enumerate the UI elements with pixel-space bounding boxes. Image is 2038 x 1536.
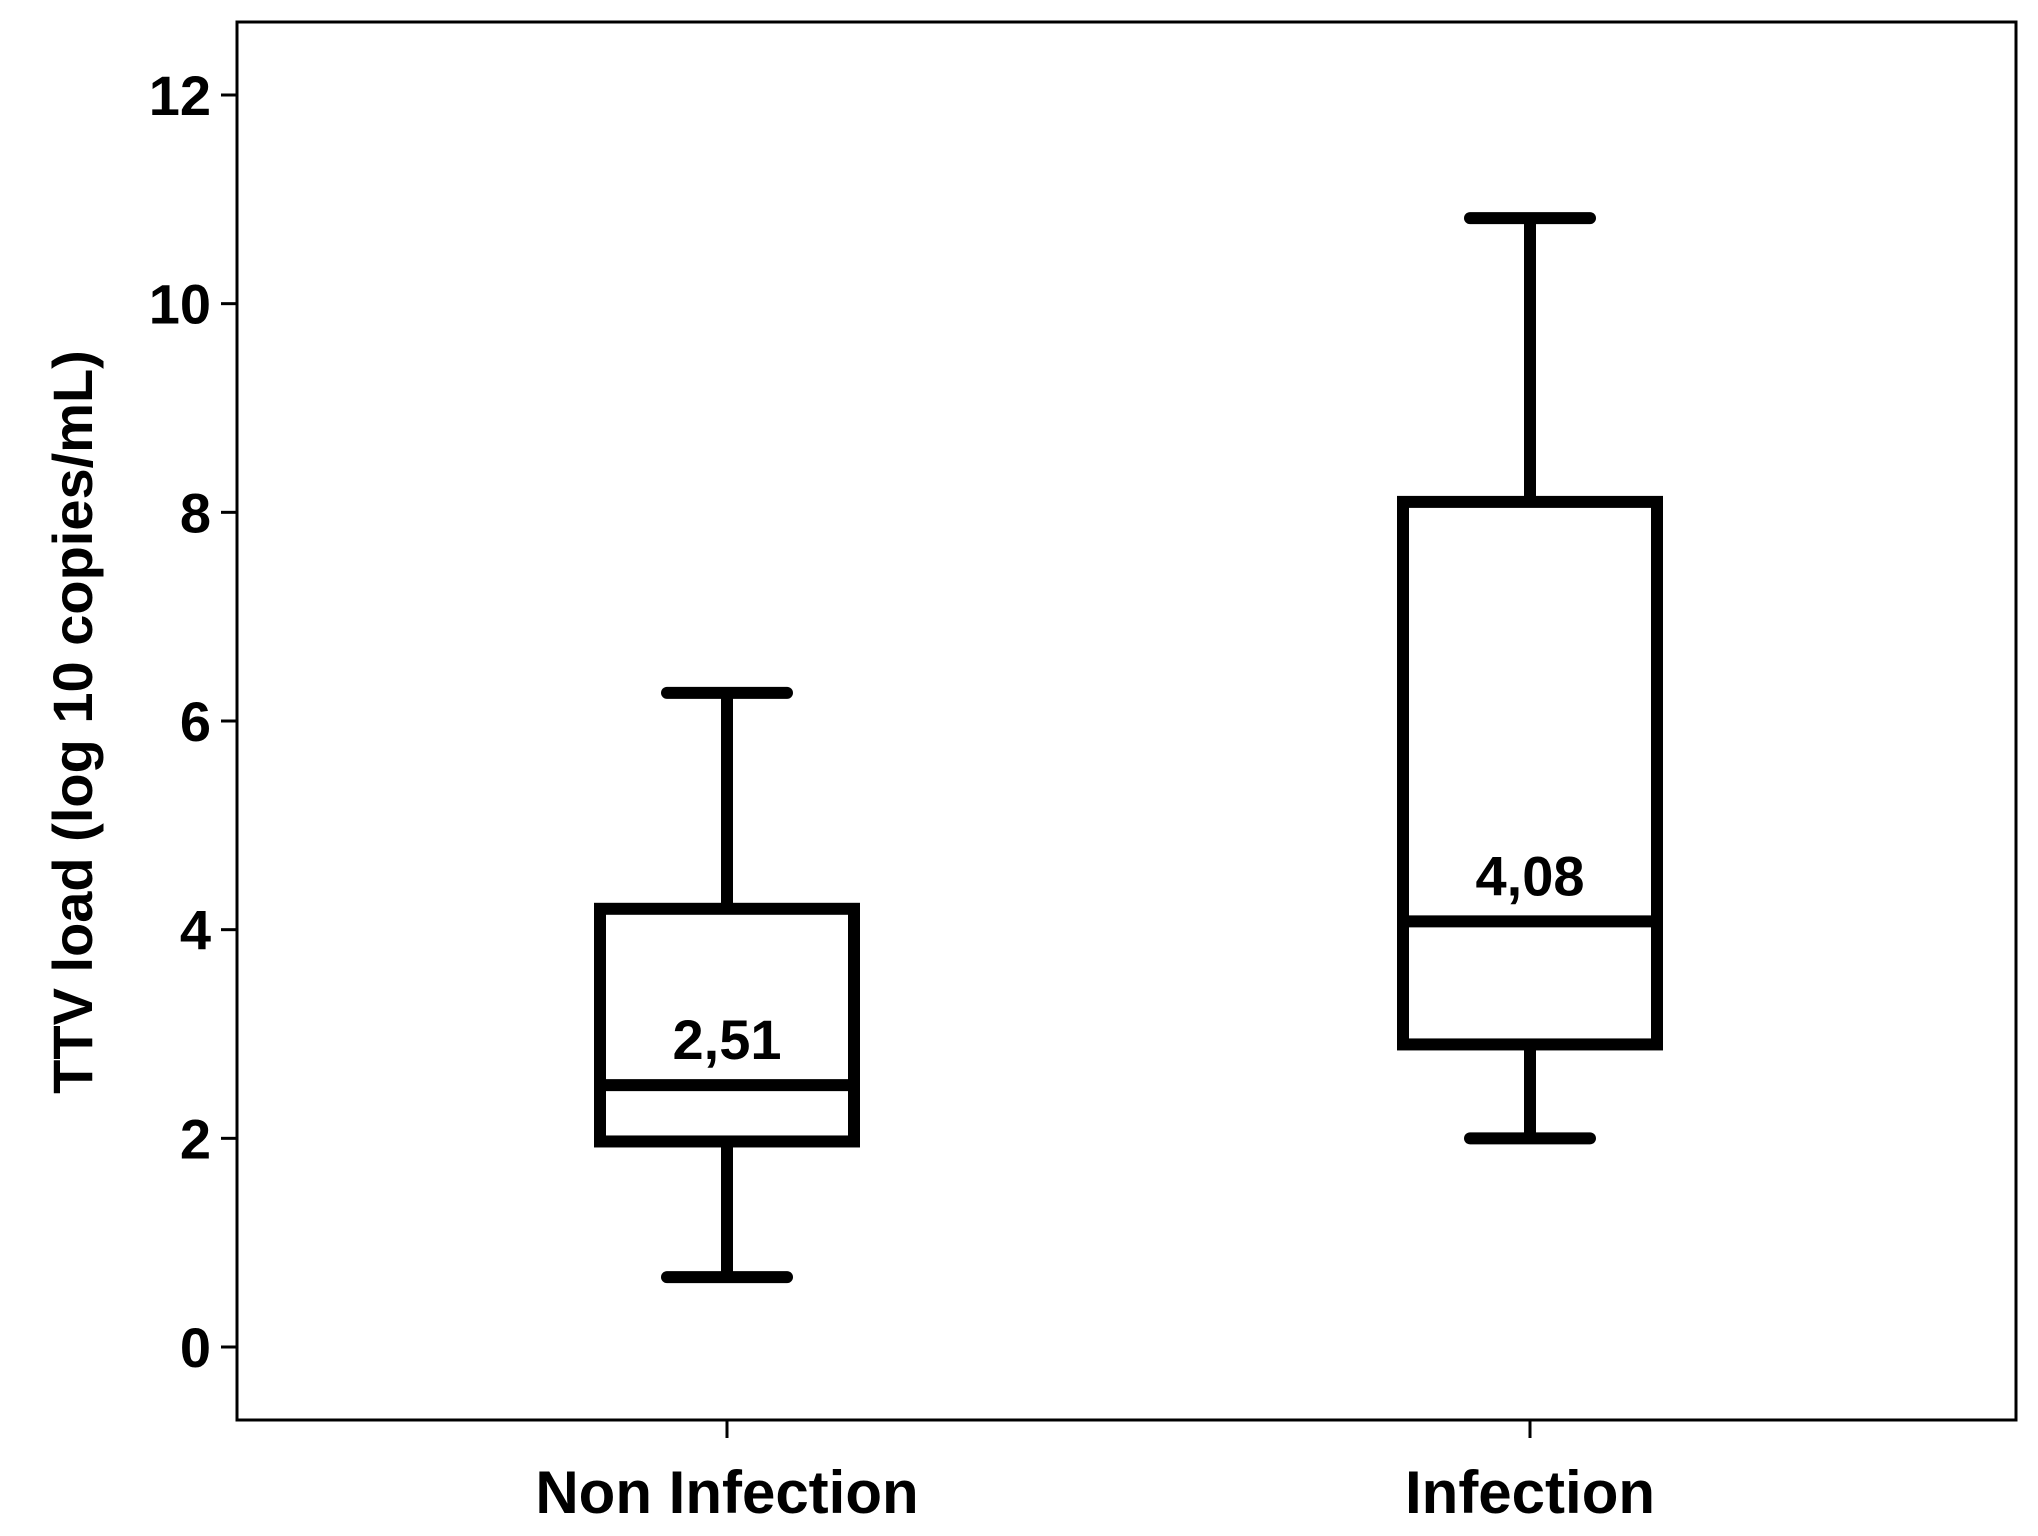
y-tick-label-0: 0	[180, 1316, 211, 1379]
box-0	[594, 902, 860, 1148]
y-tick-label-2: 2	[180, 1107, 211, 1170]
box-group-1: 4,08	[1397, 212, 1663, 1145]
y-axis-title: TTV load (log 10 copies/mL)	[41, 350, 104, 1094]
box-group-0: 2,51	[594, 686, 860, 1284]
y-axis: 0 2 4 6 8 10 12	[149, 64, 237, 1379]
x-axis: Non Infection Infection	[535, 1420, 1655, 1526]
y-tick-label-4: 4	[180, 899, 211, 962]
y-tick-label-6: 6	[180, 690, 211, 753]
median-label-1: 4,08	[1476, 844, 1585, 907]
plot-frame	[235, 20, 2018, 1422]
boxes: 2,51 4,08	[594, 212, 1663, 1284]
box-1	[1397, 495, 1663, 1051]
y-tick-label-8: 8	[180, 481, 211, 544]
x-category-label-0: Non Infection	[535, 1459, 918, 1526]
median-label-0: 2,51	[673, 1008, 782, 1071]
y-tick-label-10: 10	[149, 273, 211, 336]
x-category-label-1: Infection	[1405, 1459, 1655, 1526]
y-tick-label-12: 12	[149, 64, 211, 127]
